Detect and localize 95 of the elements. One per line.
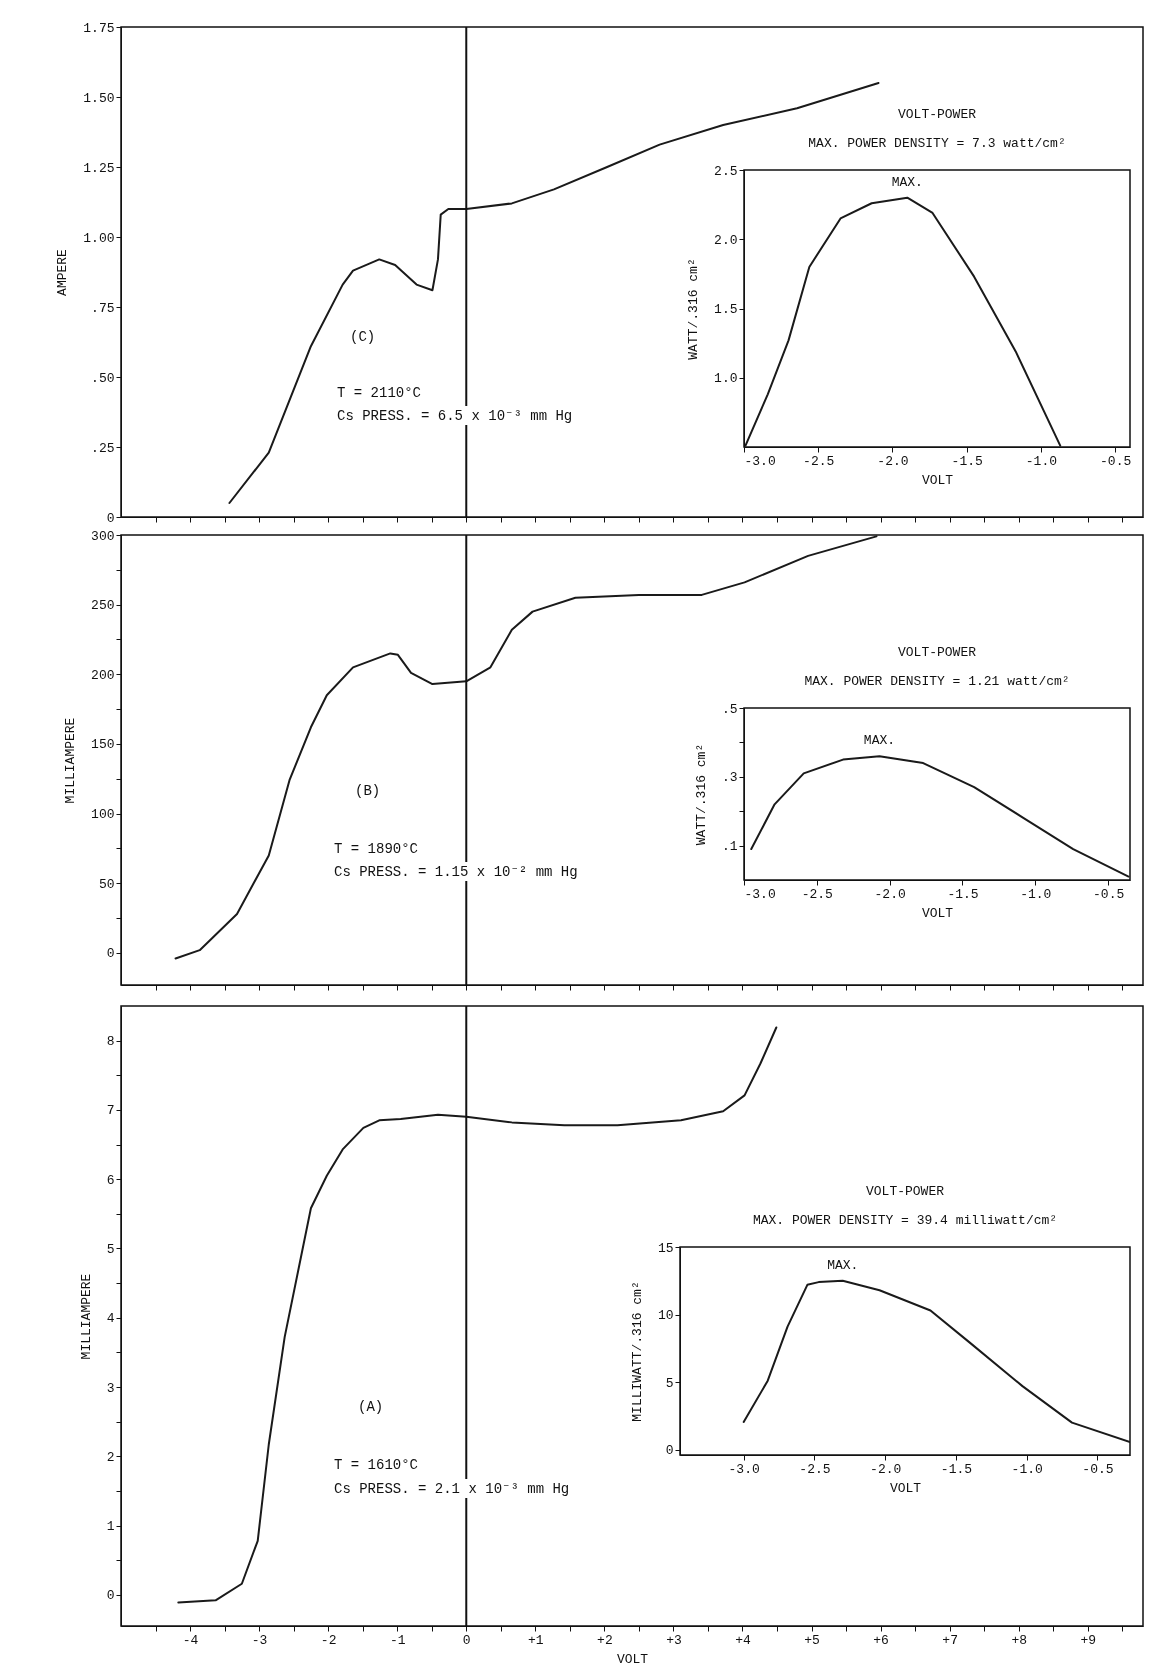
y-tick-label: .25 — [91, 440, 115, 456]
x-tick-label: -3 — [251, 1632, 268, 1648]
x-tick-label: +4 — [735, 1632, 751, 1648]
x-tick-label: -2.0 — [874, 886, 906, 902]
y-tick-label: 6 — [106, 1172, 115, 1188]
x-axis-title: VOLT — [921, 905, 954, 921]
x-tick-label: +5 — [804, 1632, 820, 1648]
y-tick-label: 1.25 — [83, 160, 115, 176]
annotation: (A) — [356, 1398, 386, 1416]
y-tick-label: 5 — [665, 1375, 674, 1391]
y-tick-label: 50 — [98, 876, 115, 892]
x-tick-label: -2 — [320, 1632, 337, 1648]
x-tick-label: -4 — [182, 1632, 199, 1648]
x-tick-label: +1 — [528, 1632, 544, 1648]
x-tick-label: -3.0 — [744, 886, 776, 902]
x-tick-label: +2 — [597, 1632, 613, 1648]
y-tick-label: 1.00 — [83, 230, 115, 246]
x-axis-title: VOLT — [616, 1651, 649, 1667]
y-axis-title: AMPERE — [55, 248, 71, 296]
x-axis-title: VOLT — [921, 472, 954, 488]
y-tick-label: 4 — [106, 1311, 115, 1327]
y-tick-label: 300 — [91, 528, 115, 544]
y-tick-label: 8 — [106, 1034, 115, 1050]
x-tick-label: -3.0 — [744, 453, 776, 469]
y-tick-label: 5 — [106, 1241, 115, 1257]
x-tick-label: -0.5 — [1093, 886, 1125, 902]
chart-title: VOLT-POWER — [897, 107, 977, 122]
y-tick-label: 100 — [91, 807, 115, 823]
annotation: Cs PRESS. = 6.5 x 10⁻³ mm Hg — [335, 406, 575, 425]
y-tick-label: 2.5 — [714, 163, 738, 179]
y-axis-title: WATT/.316 cm² — [693, 743, 709, 846]
annotation: T = 1610°C — [332, 1456, 421, 1474]
y-axis-title: MILLIAMPERE — [78, 1273, 94, 1360]
annotation: (C) — [348, 328, 378, 346]
chart-subtitle: MAX. POWER DENSITY = 39.4 milliwatt/cm² — [752, 1213, 1058, 1228]
y-tick-label: 150 — [91, 737, 115, 753]
y-tick-label: 200 — [91, 667, 115, 683]
y-tick-label: 3 — [106, 1380, 115, 1396]
y-tick-label: 15 — [657, 1240, 674, 1256]
y-tick-label: .5 — [721, 701, 738, 717]
x-tick-label: -0.5 — [1100, 453, 1132, 469]
x-tick-label: -2.5 — [801, 886, 833, 902]
annotation: Cs PRESS. = 2.1 x 10⁻³ mm Hg — [332, 1479, 572, 1498]
annotation: MAX. — [891, 174, 923, 190]
y-tick-label: 0 — [665, 1443, 674, 1459]
y-tick-label: 0 — [106, 1588, 115, 1604]
chart-subtitle: MAX. POWER DENSITY = 7.3 watt/cm² — [808, 136, 1066, 151]
chart-title: VOLT-POWER — [897, 645, 977, 660]
y-axis-title: MILLIWATT/.316 cm² — [629, 1281, 645, 1422]
x-tick-label: 0 — [462, 1632, 471, 1648]
y-tick-label: .50 — [91, 370, 115, 386]
x-tick-label: -1 — [389, 1632, 406, 1648]
y-tick-label: .1 — [721, 839, 738, 855]
x-tick-label: +9 — [1080, 1632, 1097, 1648]
x-tick-label: -1.5 — [951, 453, 983, 469]
y-tick-label: 7 — [106, 1103, 115, 1119]
x-tick-label: -1.0 — [1011, 1461, 1043, 1477]
y-tick-label: 1.0 — [714, 371, 738, 387]
y-tick-label: 1.50 — [83, 90, 115, 106]
annotation: MAX. — [863, 733, 896, 749]
y-tick-label: .3 — [721, 770, 738, 786]
y-tick-label: 2.0 — [714, 232, 738, 248]
x-tick-label: -2.5 — [803, 453, 835, 469]
y-tick-label: 2 — [106, 1449, 115, 1465]
y-tick-label: .75 — [91, 300, 115, 316]
y-tick-label: 1.75 — [83, 20, 115, 36]
annotation: MAX. — [827, 1257, 859, 1273]
y-tick-label: 0 — [106, 510, 115, 526]
x-tick-label: -1.0 — [1025, 453, 1058, 469]
x-tick-label: -0.5 — [1082, 1461, 1114, 1477]
y-tick-label: 1 — [106, 1519, 115, 1535]
x-tick-label: -1.5 — [947, 886, 979, 902]
x-tick-label: -2.5 — [799, 1461, 831, 1477]
x-tick-label: -2.0 — [870, 1461, 902, 1477]
x-tick-label: -1.0 — [1020, 886, 1052, 902]
annotation: Cs PRESS. = 1.15 x 10⁻² mm Hg — [332, 862, 580, 881]
y-axis-title: WATT/.316 cm² — [686, 258, 702, 360]
y-tick-label: 10 — [657, 1308, 674, 1324]
y-tick-label: 1.5 — [714, 302, 738, 317]
x-axis-title: VOLT — [889, 1480, 922, 1496]
annotation: (B) — [353, 782, 383, 800]
x-tick-label: -1.5 — [940, 1461, 973, 1477]
x-tick-label: -3.0 — [728, 1461, 760, 1477]
y-tick-label: 250 — [91, 598, 115, 614]
annotation: T = 1890°C — [332, 840, 421, 858]
x-tick-label: +3 — [666, 1632, 682, 1648]
x-tick-label: +8 — [1011, 1632, 1028, 1648]
chart-title: VOLT-POWER — [865, 1184, 945, 1199]
chart-subtitle: MAX. POWER DENSITY = 1.21 watt/cm² — [804, 674, 1070, 689]
x-tick-label: -2.0 — [877, 453, 909, 469]
annotation: T = 2110°C — [335, 384, 424, 402]
y-axis-title: MILLIAMPERE — [63, 717, 79, 804]
y-tick-label: 0 — [106, 946, 115, 962]
x-tick-label: +6 — [873, 1632, 889, 1648]
x-tick-label: +7 — [942, 1632, 958, 1648]
